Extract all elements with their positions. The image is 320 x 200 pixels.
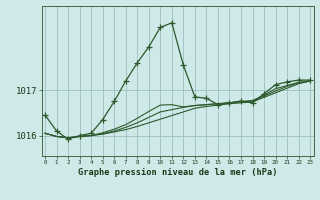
- X-axis label: Graphe pression niveau de la mer (hPa): Graphe pression niveau de la mer (hPa): [78, 168, 277, 177]
